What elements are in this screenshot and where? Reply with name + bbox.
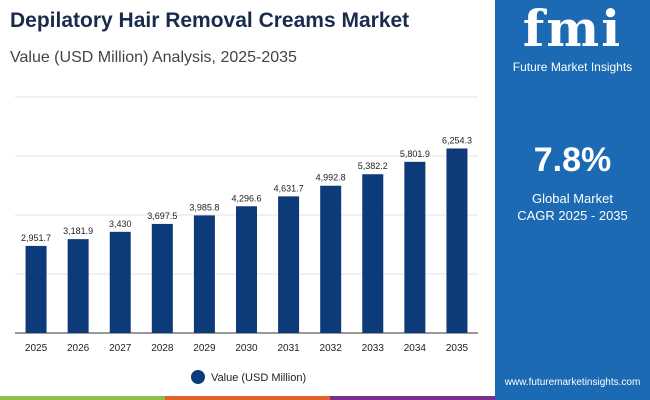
bar <box>193 215 215 333</box>
legend-label: Value (USD Million) <box>211 372 306 384</box>
bar <box>67 239 89 333</box>
x-tick-label: 2033 <box>362 343 385 354</box>
data-label: 3,430 <box>109 219 132 229</box>
bar <box>446 148 468 333</box>
x-tick-label: 2030 <box>235 343 258 354</box>
x-tick-label: 2028 <box>151 343 174 354</box>
stripe-green <box>0 396 165 400</box>
data-label: 4,631.7 <box>274 183 304 193</box>
data-label: 3,697.5 <box>147 211 177 221</box>
stripe-purple <box>330 396 495 400</box>
stripe-orange <box>165 396 330 400</box>
x-tick-label: 2027 <box>109 343 132 354</box>
cagr-label-2: CAGR 2025 - 2035 <box>517 208 628 223</box>
x-tick-label: 2025 <box>25 343 48 354</box>
logo-text: Future Market Insights <box>512 60 633 74</box>
data-label: 5,801.9 <box>400 149 430 159</box>
data-label: 6,254.3 <box>442 135 472 145</box>
data-label: 4,992.8 <box>316 173 346 183</box>
x-tick-label: 2032 <box>320 343 343 354</box>
data-label: 3,181.9 <box>63 226 93 236</box>
chart-title: Depilatory Hair Removal Creams Market <box>10 9 410 32</box>
cagr-label-1: Global Market <box>532 191 613 206</box>
info-panel: fmi Future Market Insights 7.8% Global M… <box>495 0 650 400</box>
x-tick-label: 2026 <box>67 343 90 354</box>
website-link[interactable]: www.futuremarketinsights.com <box>504 377 641 388</box>
bar <box>236 206 257 333</box>
data-label: 5,382.2 <box>358 161 388 171</box>
bar <box>362 174 384 333</box>
cagr-label: Global Market CAGR 2025 - 2035 <box>495 190 650 224</box>
bar <box>25 245 47 333</box>
legend-marker <box>191 370 205 384</box>
chart-subtitle: Value (USD Million) Analysis, 2025-2035 <box>10 49 297 66</box>
fmi-logo: fmi <box>522 0 623 58</box>
x-tick-label: 2031 <box>277 343 300 354</box>
cagr-value: 7.8% <box>533 141 612 179</box>
bar <box>404 161 426 333</box>
data-label: 2,951.7 <box>21 233 51 243</box>
data-label: 3,985.8 <box>189 202 219 212</box>
bar <box>320 185 342 333</box>
x-tick-label: 2035 <box>446 343 469 354</box>
x-tick-label: 2029 <box>193 343 216 354</box>
data-label: 4,296.6 <box>231 193 261 203</box>
bar-chart: 2,951.7 2025 3,181.9 2026 3,430 2027 3,697.5 20… <box>15 96 478 384</box>
bar <box>151 223 173 333</box>
bar <box>109 231 131 333</box>
bar <box>278 196 300 333</box>
x-tick-label: 2034 <box>404 343 427 354</box>
